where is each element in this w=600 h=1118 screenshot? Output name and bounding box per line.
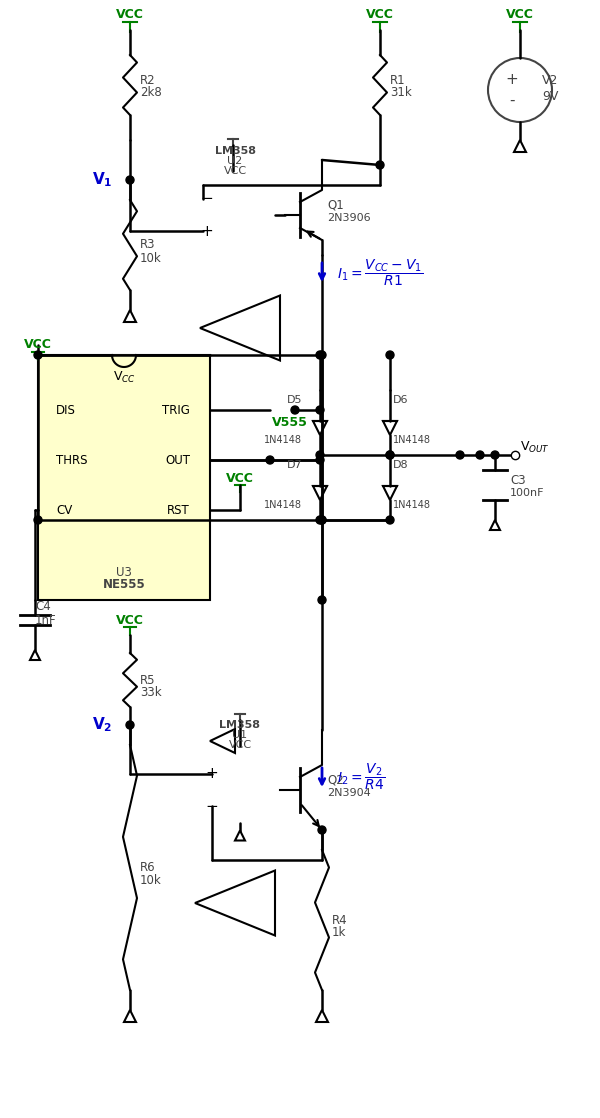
Text: NE555: NE555 [103,578,145,590]
Text: TRIG: TRIG [162,404,190,417]
Text: R3: R3 [140,238,155,252]
Text: −: − [200,191,214,206]
Text: R5: R5 [140,673,155,686]
Circle shape [318,826,326,834]
Text: CV: CV [56,503,72,517]
Circle shape [456,451,464,459]
Text: $\mathbf{V_2}$: $\mathbf{V_2}$ [92,716,112,735]
Text: VCC: VCC [24,339,52,351]
Text: D5: D5 [287,395,302,405]
Text: DIS: DIS [56,404,76,417]
Circle shape [34,517,42,524]
Text: 2N3906: 2N3906 [327,214,371,222]
Text: V2: V2 [542,74,559,86]
Text: 1N4148: 1N4148 [393,435,431,445]
Circle shape [316,451,324,459]
Circle shape [318,517,326,524]
Text: U1: U1 [232,730,248,740]
Text: 1k: 1k [332,927,346,939]
Text: R1: R1 [390,74,406,86]
Circle shape [386,351,394,359]
Text: 9V: 9V [542,89,559,103]
Text: 100nF: 100nF [510,487,545,498]
Circle shape [316,351,324,359]
Text: 1nF: 1nF [35,615,56,627]
Circle shape [376,161,384,169]
Text: 31k: 31k [390,86,412,100]
Text: C4: C4 [35,600,51,614]
Text: VCC: VCC [366,9,394,21]
Text: 10k: 10k [140,252,162,265]
Text: V555: V555 [272,416,308,428]
Text: D6: D6 [393,395,409,405]
Circle shape [476,451,484,459]
Text: Q1: Q1 [327,199,344,211]
Circle shape [34,351,42,359]
Circle shape [316,517,324,524]
Circle shape [126,176,134,184]
Text: +: + [206,766,218,781]
Text: U2: U2 [227,155,242,165]
Text: R4: R4 [332,913,347,927]
Text: R6: R6 [140,861,155,874]
Text: VCC: VCC [506,9,534,21]
Circle shape [316,406,324,414]
Text: OUT: OUT [165,454,190,466]
Text: U3: U3 [116,566,132,578]
Text: $I_1 = \dfrac{V_{CC} - V_1}{R1}$: $I_1 = \dfrac{V_{CC} - V_1}{R1}$ [337,257,423,288]
Circle shape [386,451,394,459]
Circle shape [318,517,326,524]
Text: 33k: 33k [140,686,161,700]
Text: THRS: THRS [56,454,88,466]
Text: $\mathbf{V_1}$: $\mathbf{V_1}$ [92,171,112,189]
Text: VCC: VCC [116,614,144,626]
Text: -: - [509,93,515,107]
Bar [38,356,210,600]
Text: 1N4148: 1N4148 [264,435,302,445]
Text: Q2: Q2 [327,774,344,786]
Text: RST: RST [167,503,190,517]
Text: V$_{OUT}$: V$_{OUT}$ [520,439,550,455]
Text: +: + [200,224,214,239]
Text: LM358: LM358 [215,145,256,155]
Circle shape [386,451,394,459]
Text: C3: C3 [510,474,526,486]
Text: D8: D8 [393,459,409,470]
Circle shape [291,406,299,414]
Text: 2k8: 2k8 [140,86,162,100]
Circle shape [316,456,324,464]
Text: VCC: VCC [229,740,251,750]
Circle shape [318,351,326,359]
Text: V$_{CC}$: V$_{CC}$ [113,369,136,385]
Circle shape [266,456,274,464]
Circle shape [491,451,499,459]
Circle shape [386,517,394,524]
Text: 2N3904: 2N3904 [327,788,371,798]
Text: 1N4148: 1N4148 [393,500,431,510]
Text: 1N4148: 1N4148 [264,500,302,510]
Text: VCC: VCC [226,472,254,484]
Text: 10k: 10k [140,874,162,887]
Circle shape [126,721,134,729]
Text: VCC: VCC [223,165,247,176]
Text: D7: D7 [286,459,302,470]
Text: $I_2 = \dfrac{V_2}{R4}$: $I_2 = \dfrac{V_2}{R4}$ [337,761,385,793]
Text: LM358: LM358 [220,720,260,730]
Text: VCC: VCC [116,9,144,21]
Text: −: − [206,798,218,814]
Text: +: + [506,73,518,87]
Text: R2: R2 [140,74,155,86]
Circle shape [318,596,326,604]
